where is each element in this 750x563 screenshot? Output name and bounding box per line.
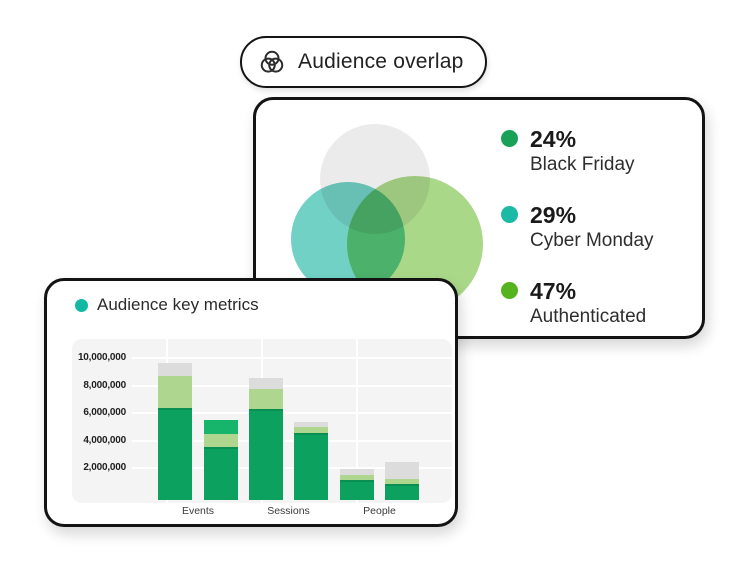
y-axis-tick-label: 8,000,000 <box>83 379 126 391</box>
grid-line-horizontal <box>132 439 452 442</box>
audience-overlap-card: 24% Black Friday 29% Cyber Monday 47% Au… <box>253 97 705 339</box>
bar-segment-gray <box>385 462 419 479</box>
bar-segment-light_green <box>158 376 192 408</box>
bar-segment-gray <box>249 377 283 389</box>
legend-item-black-friday: 24% Black Friday <box>501 126 654 181</box>
legend-dot-authenticated <box>501 282 518 299</box>
bar-segment-green <box>340 479 374 500</box>
legend-text: 29% Cyber Monday <box>530 202 654 255</box>
bar-segment-light_green <box>340 474 374 480</box>
grid-line-horizontal <box>132 384 452 387</box>
category-label-events: Events <box>181 505 215 517</box>
bar-segment-green <box>204 446 238 500</box>
bar-events-2 <box>204 420 238 500</box>
legend-item-authenticated: 47% Authenticated <box>501 278 654 333</box>
audience-overlap-badge: Audience overlap <box>240 36 488 88</box>
venn-diagram-icon <box>257 47 287 77</box>
legend-text: 24% Black Friday <box>530 126 635 179</box>
bar-sessions-1 <box>249 377 283 500</box>
overlap-legend: 24% Black Friday 29% Cyber Monday 47% Au… <box>501 126 654 333</box>
grid-line-horizontal <box>132 357 452 359</box>
y-axis-tick-label: 10,000,000 <box>77 352 126 363</box>
bar-segment-green <box>158 408 192 500</box>
legend-value: 24% <box>530 126 577 152</box>
bar-segment-green <box>385 483 419 500</box>
category-label-people: People <box>363 505 396 517</box>
metrics-title-label: Audience key metrics <box>97 295 259 314</box>
legend-item-cyber-monday: 29% Cyber Monday <box>501 202 654 257</box>
bar-sessions-2 <box>294 421 328 500</box>
legend-dot-cyber-monday <box>501 206 518 223</box>
bar-segment-light_green <box>249 388 283 410</box>
bar-segment-gray <box>158 362 192 377</box>
category-label-sessions: Sessions <box>267 505 310 517</box>
legend-text: 47% Authenticated <box>530 278 646 331</box>
legend-label: Cyber Monday <box>530 230 654 252</box>
grid-line-vertical <box>356 339 358 503</box>
bar-segment-emerald <box>204 420 238 435</box>
y-axis-tick-label: 4,000,000 <box>83 434 126 446</box>
badge-label: Audience overlap <box>298 50 464 73</box>
stacked-bar-chart: 10,000,000 8,000,000 6,000,000 4,000,000 2,0… <box>72 339 452 503</box>
legend-dot-black-friday <box>501 130 518 147</box>
bar-segment-gray <box>340 469 374 475</box>
legend-label: Black Friday <box>530 154 635 176</box>
bar-segment-green <box>249 409 283 500</box>
venn-diagram <box>256 100 702 336</box>
x-axis-labels: Events Sessions People <box>72 505 452 523</box>
grid-line-horizontal <box>132 412 452 414</box>
y-axis-tick-label: 6,000,000 <box>83 407 126 418</box>
bar-segment-light_green <box>204 434 238 447</box>
bar-segment-green <box>294 432 328 500</box>
bar-segment-gray <box>294 421 328 428</box>
metrics-title: Audience key metrics <box>75 295 259 315</box>
legend-value: 29% <box>530 202 577 228</box>
bar-events-1 <box>158 362 192 500</box>
grid-line-horizontal <box>132 467 452 469</box>
audience-key-metrics-card: Audience key metrics 10,000,000 8,000,000… <box>44 278 458 527</box>
legend-label: Authenticated <box>530 306 647 328</box>
bar-segment-light_green <box>385 478 419 484</box>
legend-value: 47% <box>530 278 577 304</box>
y-axis-tick-label: 2,000,000 <box>83 462 126 473</box>
title-dot <box>75 298 88 312</box>
bar-people-1 <box>340 469 374 500</box>
bar-segment-light_green <box>294 427 328 433</box>
bar-people-2 <box>385 462 419 500</box>
